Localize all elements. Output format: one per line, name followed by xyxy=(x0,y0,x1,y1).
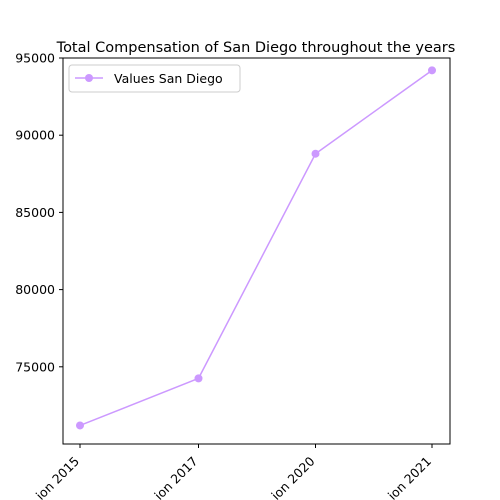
legend-marker xyxy=(85,74,93,82)
data-point xyxy=(311,149,320,158)
data-point xyxy=(76,421,84,430)
legend-frame xyxy=(68,64,241,93)
data-point xyxy=(428,66,436,75)
y-axis: 75000 80000 85000 90000 95000 xyxy=(15,51,63,374)
legend-label: Values San Diego xyxy=(114,71,223,86)
x-axis: ion 2015 ion 2017 ion 2020 ion 2021 xyxy=(33,444,434,500)
x-tick-label: ion 2021 xyxy=(385,454,434,500)
x-tick-label: ion 2015 xyxy=(33,454,82,500)
series-line xyxy=(79,69,433,427)
y-tick-label: 85000 xyxy=(15,205,55,220)
y-tick-label: 80000 xyxy=(15,282,55,297)
chart-title: Total Compensation of San Diego througho… xyxy=(56,40,456,56)
y-tick-label: 90000 xyxy=(15,128,55,143)
x-tick-label: ion 2020 xyxy=(268,453,317,500)
y-tick-label: 95000 xyxy=(15,51,55,66)
legend: Values San Diego xyxy=(68,64,241,93)
data-point xyxy=(194,374,203,383)
x-tick-label: ion 2017 xyxy=(151,454,200,500)
plot-area xyxy=(62,57,451,445)
series-layer xyxy=(76,66,436,430)
y-tick-label: 75000 xyxy=(15,359,55,374)
